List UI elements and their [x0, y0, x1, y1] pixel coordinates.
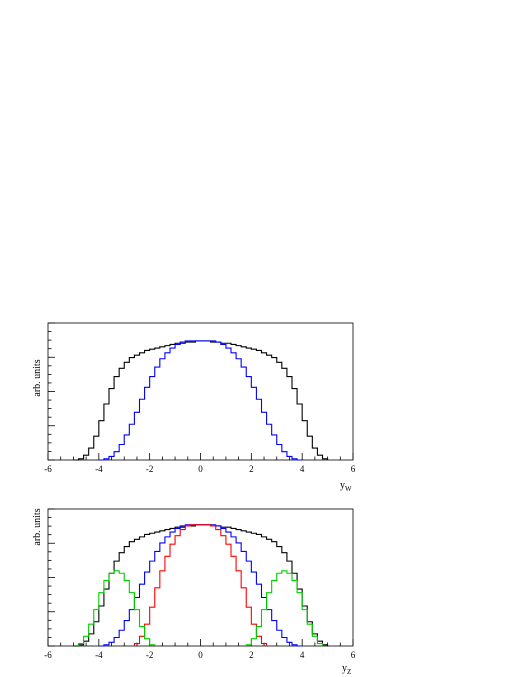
chart-panel-top: arb. units yW -6 -4 -2 0 2 4 6 — [32, 322, 356, 493]
chart-panel-bottom: arb. units yZ -6 -4 -2 0 2 4 6 — [32, 508, 356, 676]
axis-ticks — [47, 322, 354, 461]
x-axis-title: yW — [340, 480, 352, 493]
x-tick-label: 6 — [351, 464, 356, 474]
x-axis-title: yZ — [342, 663, 351, 676]
series-group — [73, 524, 329, 647]
x-tick-label: -4 — [95, 464, 103, 474]
histogram-series-2 — [133, 524, 268, 646]
histogram-series-0 — [73, 340, 329, 461]
x-tick-label: 0 — [198, 464, 203, 474]
x-tick-label: -4 — [95, 650, 103, 660]
x-tick-label: -6 — [44, 464, 52, 474]
x-tick-label: -2 — [146, 464, 154, 474]
x-tick-labels: -6 -4 -2 0 2 4 6 — [44, 464, 356, 474]
x-tick-label: 2 — [249, 464, 254, 474]
axis-ticks — [47, 508, 354, 647]
x-tick-label: -2 — [146, 650, 154, 660]
histogram-series-4 — [245, 570, 324, 646]
x-tick-label: 4 — [300, 464, 305, 474]
x-tick-label: -6 — [44, 650, 52, 660]
histogram-series-3 — [77, 570, 156, 646]
y-axis-title: arb. units — [32, 508, 43, 545]
x-tick-labels: -6 -4 -2 0 2 4 6 — [44, 650, 356, 660]
y-axis-title: arb. units — [32, 359, 43, 396]
histogram-series-1 — [98, 340, 303, 461]
x-tick-label: 2 — [249, 650, 254, 660]
histogram-series-0 — [73, 524, 329, 647]
series-group — [73, 340, 329, 461]
x-tick-label: 4 — [300, 650, 305, 660]
x-tick-label: 0 — [198, 650, 203, 660]
x-tick-label: 6 — [351, 650, 356, 660]
